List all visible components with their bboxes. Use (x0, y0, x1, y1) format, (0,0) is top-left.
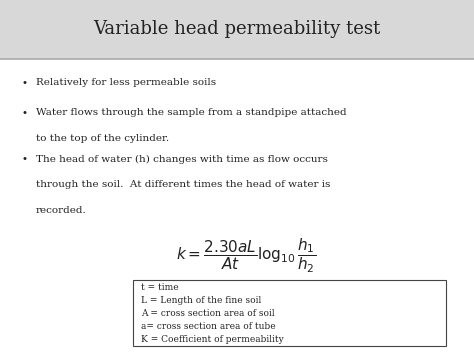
Text: L = Length of the fine soil: L = Length of the fine soil (141, 296, 262, 305)
Text: The head of water (h) changes with time as flow occurs: The head of water (h) changes with time … (36, 154, 328, 164)
Text: Variable head permeability test: Variable head permeability test (93, 20, 381, 38)
Text: Relatively for less permeable soils: Relatively for less permeable soils (36, 78, 216, 87)
FancyBboxPatch shape (0, 0, 474, 59)
Text: t = time: t = time (141, 283, 179, 291)
Text: recorded.: recorded. (36, 206, 86, 214)
Text: •: • (21, 154, 27, 164)
Text: a= cross section area of tube: a= cross section area of tube (141, 322, 276, 331)
Text: Water flows through the sample from a standpipe attached: Water flows through the sample from a st… (36, 108, 346, 117)
Text: $k = \dfrac{2.30aL}{At}\log_{10}\dfrac{h_1}{h_2}$: $k = \dfrac{2.30aL}{At}\log_{10}\dfrac{h… (176, 236, 317, 275)
Text: K = Coefficient of permeability: K = Coefficient of permeability (141, 335, 284, 344)
Text: to the top of the cylinder.: to the top of the cylinder. (36, 134, 169, 143)
Text: through the soil.  At different times the head of water is: through the soil. At different times the… (36, 180, 330, 189)
Text: A = cross section area of soil: A = cross section area of soil (141, 309, 275, 318)
Text: •: • (21, 108, 27, 118)
FancyBboxPatch shape (133, 280, 446, 346)
FancyBboxPatch shape (0, 59, 474, 355)
Text: •: • (21, 78, 27, 88)
